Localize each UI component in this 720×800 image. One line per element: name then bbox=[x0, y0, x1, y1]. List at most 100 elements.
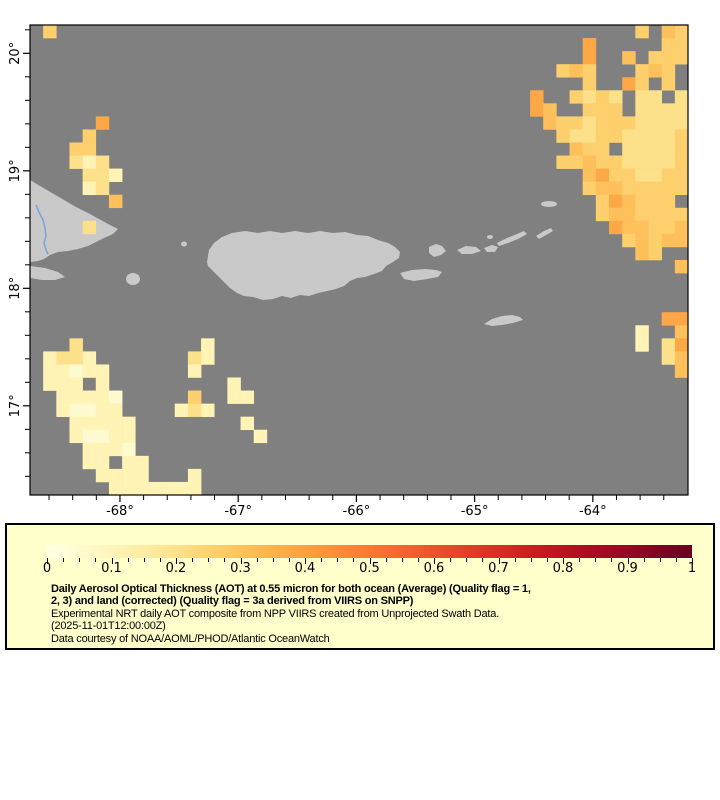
colorbar-minor-tick bbox=[95, 558, 97, 562]
aot-cell bbox=[108, 442, 123, 457]
aot-cell bbox=[82, 403, 97, 417]
aot-cell bbox=[635, 207, 649, 222]
legend-subtitle: Experimental NRT daily AOT composite fro… bbox=[51, 607, 500, 620]
aot-cell bbox=[635, 64, 649, 78]
aot-cell bbox=[82, 181, 97, 196]
aot-cell bbox=[174, 403, 189, 417]
aot-cell bbox=[648, 155, 662, 169]
aot-cell bbox=[674, 338, 689, 352]
aot-cell bbox=[69, 429, 83, 444]
aot-cell bbox=[122, 442, 136, 457]
aot-cell bbox=[122, 416, 136, 431]
aot-cell bbox=[648, 194, 662, 209]
colorbar-tick-label: 0.2 bbox=[165, 561, 187, 576]
aot-cell bbox=[56, 403, 70, 417]
colorbar-major-tick bbox=[240, 558, 242, 564]
land-hispaniola-south-wedge bbox=[30, 266, 65, 280]
aot-cell bbox=[543, 116, 557, 130]
aot-cell bbox=[82, 455, 97, 470]
aot-cell bbox=[595, 168, 610, 182]
aot-cell bbox=[82, 364, 97, 378]
aot-cell bbox=[674, 51, 689, 65]
aot-cell bbox=[82, 429, 97, 444]
aot-cell bbox=[661, 38, 676, 52]
colorbar-minor-tick bbox=[643, 558, 645, 562]
aot-cell bbox=[95, 181, 110, 196]
aot-cell bbox=[609, 155, 623, 169]
colorbar-tick-label: 0.3 bbox=[230, 561, 251, 576]
aot-cell bbox=[95, 390, 110, 404]
aot-cell bbox=[187, 468, 202, 483]
aot-cell bbox=[582, 155, 597, 169]
aot-cell bbox=[82, 168, 97, 182]
colorbar-tick-label: 0 bbox=[42, 561, 52, 576]
aot-cell bbox=[240, 416, 255, 431]
colorbar-minor-tick bbox=[63, 558, 65, 562]
colorbar-major-tick bbox=[111, 558, 113, 564]
aot-cell bbox=[187, 364, 202, 378]
aot-cell bbox=[622, 155, 636, 169]
aot-cell bbox=[648, 207, 662, 222]
aot-cell bbox=[635, 325, 649, 339]
colorbar-major-tick bbox=[692, 558, 693, 564]
land-st-thomas bbox=[457, 246, 481, 254]
aot-cell bbox=[635, 220, 649, 235]
aot-cell bbox=[609, 181, 623, 196]
aot-cell bbox=[609, 116, 623, 130]
aot-cell bbox=[69, 338, 83, 352]
land-jost-van-dyke bbox=[487, 235, 493, 239]
aot-cell bbox=[187, 351, 202, 365]
aot-cell bbox=[648, 129, 662, 143]
river-line bbox=[35, 204, 49, 255]
aot-cell bbox=[556, 129, 570, 143]
aot-cell bbox=[622, 129, 636, 143]
aot-cell bbox=[69, 377, 83, 391]
colorbar-tick-label: 1 bbox=[687, 561, 697, 576]
aot-cell bbox=[582, 116, 597, 130]
aot-cell bbox=[661, 116, 676, 130]
aot-cell bbox=[635, 338, 649, 352]
colorbar-minor-tick bbox=[143, 558, 145, 562]
aot-cell bbox=[661, 51, 676, 65]
aot-cell bbox=[108, 403, 123, 417]
aot-cell bbox=[661, 25, 676, 39]
colorbar-minor-tick bbox=[192, 558, 194, 562]
colorbar-tick-label: 0.7 bbox=[488, 561, 509, 576]
aot-cell bbox=[674, 142, 689, 156]
aot-cell bbox=[201, 351, 215, 365]
aot-cell bbox=[95, 403, 110, 417]
aot-cell bbox=[82, 129, 97, 143]
colorbar-minor-tick bbox=[256, 558, 258, 562]
aot-cell bbox=[556, 155, 570, 169]
x-tick-label: -64° bbox=[579, 504, 607, 519]
aot-cell bbox=[622, 77, 636, 91]
aot-map: -68° -67° -66° -65° -64° 20° 19° 18° 17° bbox=[8, 24, 689, 519]
aot-cell bbox=[227, 377, 241, 391]
aot-cell bbox=[635, 25, 649, 39]
aot-cell bbox=[148, 481, 162, 496]
aot-cell bbox=[661, 155, 676, 169]
land-hispaniola-east-coast bbox=[30, 180, 118, 262]
aot-cell bbox=[609, 168, 623, 182]
aot-cell bbox=[95, 168, 110, 182]
aot-cell bbox=[648, 142, 662, 156]
aot-cell bbox=[556, 64, 570, 78]
aot-cell bbox=[622, 220, 636, 235]
colorbar-minor-tick bbox=[611, 558, 613, 562]
aot-cell bbox=[174, 481, 189, 496]
x-tick-label: -66° bbox=[343, 504, 371, 519]
colorbar-major-tick bbox=[434, 558, 435, 564]
colorbar-tick-label: 0.6 bbox=[423, 561, 445, 576]
colorbar-minor-tick bbox=[450, 558, 452, 562]
aot-cell bbox=[674, 38, 689, 52]
aot-cell bbox=[95, 116, 110, 130]
aot-cell bbox=[82, 155, 97, 169]
colorbar-minor-tick bbox=[675, 558, 677, 562]
land-vieques bbox=[400, 269, 442, 281]
aot-cell bbox=[648, 90, 662, 104]
aot-cell bbox=[122, 455, 136, 470]
aot-cell bbox=[108, 416, 123, 431]
aot-cell bbox=[135, 481, 149, 496]
aot-cell bbox=[582, 168, 597, 182]
aot-cell bbox=[95, 442, 110, 457]
